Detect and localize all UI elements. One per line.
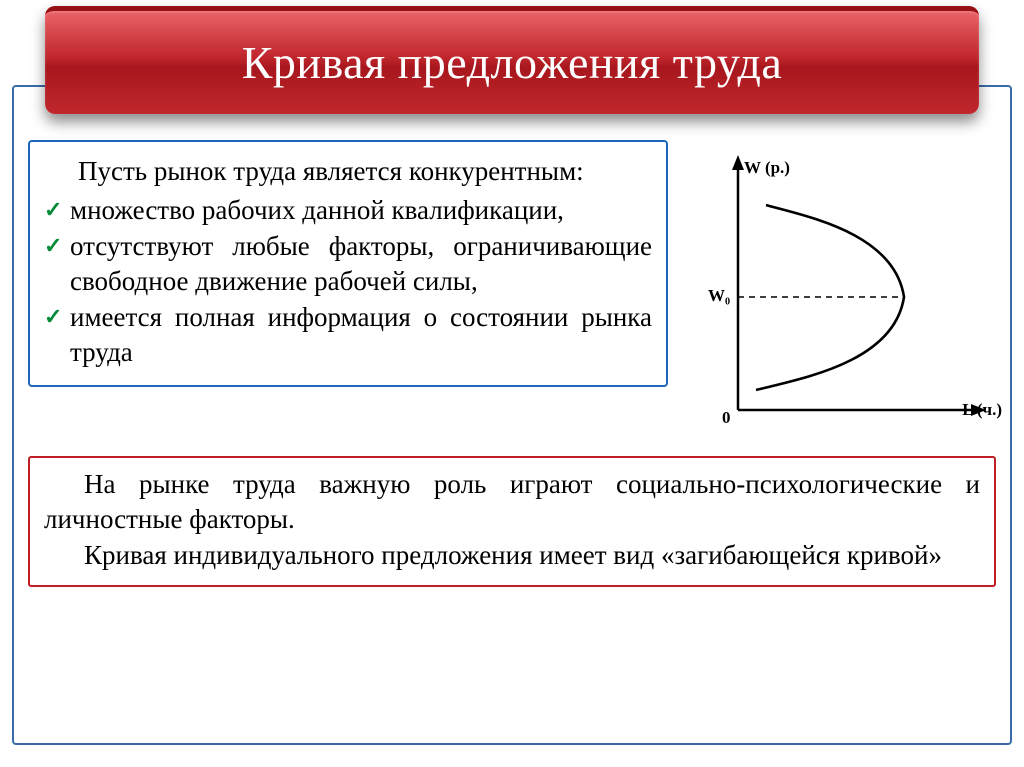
list-item: отсутствуют любые факторы, ограничивающи… [44,229,652,299]
axes [732,155,986,416]
assumptions-intro: Пусть рынок труда является конкурентным: [44,154,652,189]
labor-supply-chart: W (p.) L (ч.) 0 W₀ [686,140,996,450]
y-arrow [732,155,744,170]
list-item: имеется полная информация о состоянии ры… [44,300,652,370]
notes-p1: На рынке труда важную роль играют социал… [44,467,980,536]
top-row: Пусть рынок труда является конкурентным:… [28,140,996,450]
origin-label: 0 [722,408,731,428]
slide-title: Кривая предложения труда [242,36,783,89]
notes-p2: Кривая индивидуального предложения имеет… [44,538,980,573]
notes-box: На рынке труда важную роль играют социал… [28,456,996,587]
assumptions-list: множество рабочих данной квалификации, о… [44,193,652,370]
y-axis-label: W (p.) [744,158,790,178]
content-area: Пусть рынок труда является конкурентным:… [28,140,996,733]
chart-svg [686,140,996,450]
title-bar: Кривая предложения труда [45,6,979,114]
x-axis-label: L (ч.) [962,400,1002,420]
w0-label: W₀ [708,286,730,306]
list-item: множество рабочих данной квалификации, [44,193,652,228]
assumptions-box: Пусть рынок труда является конкурентным:… [28,140,668,387]
